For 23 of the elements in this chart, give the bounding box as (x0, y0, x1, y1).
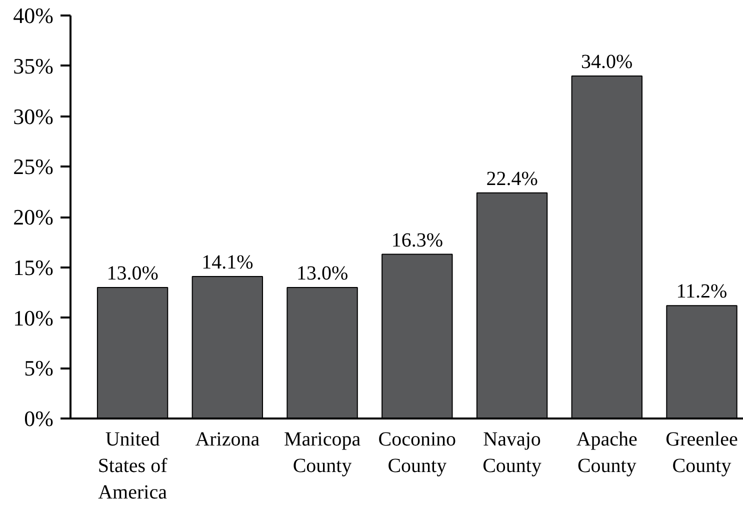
x-tick-label: Apache County (576, 428, 638, 477)
x-tick-label: United States of America (98, 428, 168, 504)
data-label: 13.0% (296, 262, 348, 285)
data-label: 16.3% (391, 229, 443, 252)
x-tick-label: Maricopa County (284, 428, 361, 477)
y-tick-label: 35% (13, 53, 54, 78)
y-tick-label: 40% (13, 3, 54, 28)
y-tick-label: 10% (13, 305, 54, 330)
y-tick-label: 15% (13, 254, 54, 280)
y-tick-label: 20% (13, 204, 54, 230)
data-label: 14.1% (202, 251, 254, 274)
x-tick-label: Greenlee County (666, 428, 738, 477)
data-label: 34.0% (581, 50, 633, 73)
x-tick-label: Arizona (195, 428, 260, 450)
data-label: 13.0% (106, 262, 158, 285)
x-tick-label: Coconino County (378, 428, 456, 477)
x-tick-label: Navajo County (482, 428, 542, 477)
data-label: 11.2% (676, 280, 728, 303)
data-label: 22.4% (486, 168, 538, 190)
y-tick-label: 25% (13, 154, 54, 180)
y-tick-label: 0% (24, 406, 54, 431)
y-tick-label: 30% (13, 104, 54, 129)
y-tick-label: 5% (24, 356, 54, 381)
